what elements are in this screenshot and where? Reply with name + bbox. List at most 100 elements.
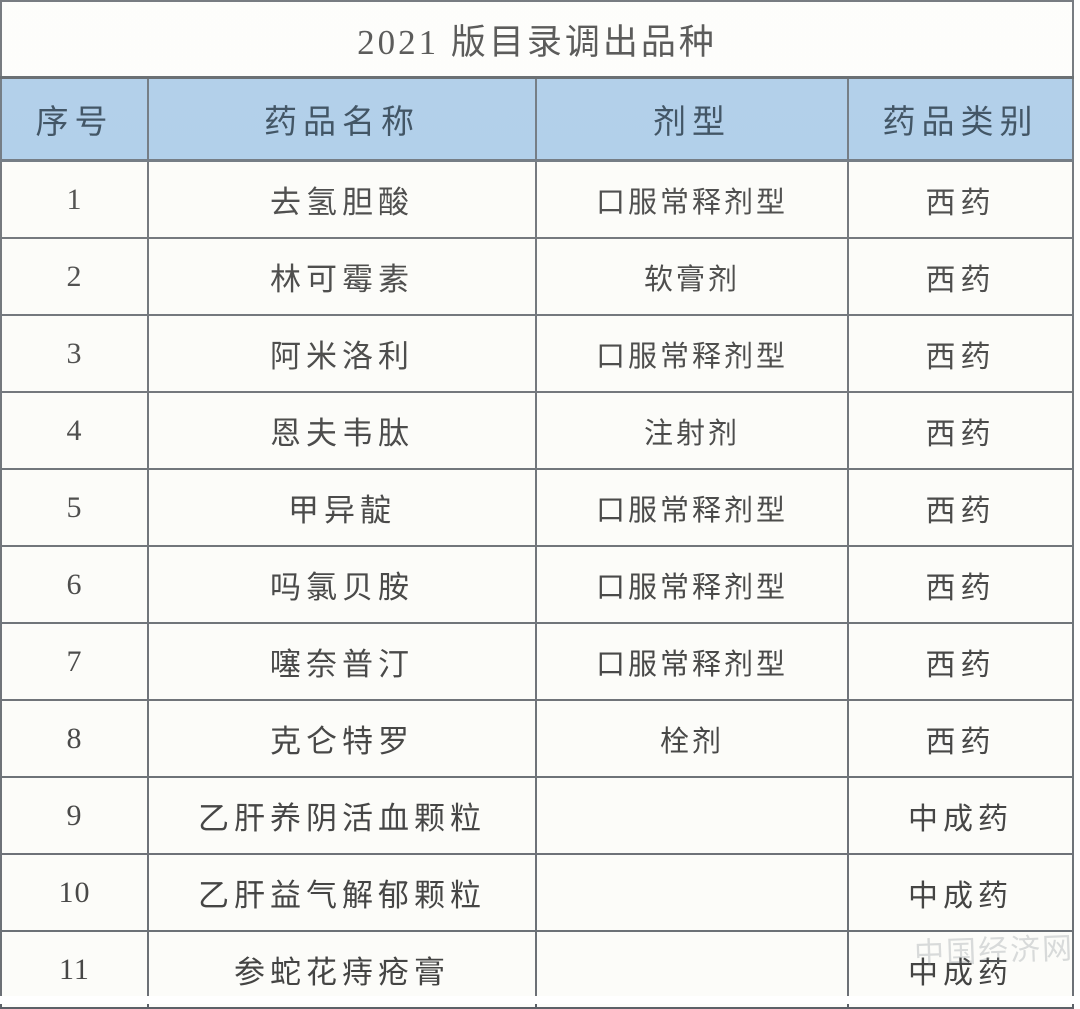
row-index-value: 4	[66, 413, 83, 447]
row-index-value: 7	[66, 644, 83, 678]
cell-category: 西药	[846, 314, 1075, 393]
table-row: 6 吗氯贝胺 口服常释剂型 西药	[0, 545, 1075, 624]
cell-category: 西药	[846, 237, 1075, 316]
drug-name-value: 吗氯贝胺	[270, 570, 414, 605]
table-title-row: 2021 版目录调出品种	[0, 0, 1075, 79]
dosage-form-value: 注射剂	[643, 417, 740, 450]
cell-name: 参蛇花痔疮膏	[147, 930, 537, 1009]
drug-category-value: 西药	[925, 417, 996, 451]
drug-category-value: 中成药	[908, 956, 1013, 990]
cell-form: 口服常释剂型	[535, 314, 849, 393]
cell-name: 恩夫韦肽	[147, 391, 537, 470]
cell-name: 吗氯贝胺	[147, 545, 537, 624]
table-row: 9 乙肝养阴活血颗粒 中成药	[0, 776, 1075, 855]
cell-no: 8	[0, 699, 149, 778]
cell-no: 10	[0, 853, 149, 932]
drug-name-value: 乙肝养阴活血颗粒	[198, 801, 486, 836]
table-row: 7 噻奈普汀 口服常释剂型 西药	[0, 622, 1075, 701]
cell-form: 栓剂	[535, 699, 849, 778]
cell-form: 口服常释剂型	[535, 159, 849, 239]
dosage-form-value: 软膏剂	[643, 263, 740, 296]
drug-category-value: 西药	[925, 494, 996, 528]
column-header-form: 剂型	[535, 76, 849, 162]
cell-form: 软膏剂	[535, 237, 849, 316]
dosage-form-value: 口服常释剂型	[595, 494, 788, 527]
column-header-name: 药品名称	[147, 76, 537, 162]
column-header-name-label: 药品名称	[264, 105, 420, 141]
cell-form: 口服常释剂型	[535, 468, 849, 547]
table-row: 4 恩夫韦肽 注射剂 西药	[0, 391, 1075, 470]
cell-name: 噻奈普汀	[147, 622, 537, 701]
column-header-category-label: 药品类别	[882, 105, 1039, 141]
column-header-no-label: 序号	[35, 105, 114, 141]
drug-name-value: 克仑特罗	[270, 724, 414, 759]
cell-category: 西药	[846, 159, 1075, 239]
drug-category-value: 西药	[925, 571, 996, 605]
cell-category: 西药	[846, 545, 1075, 624]
drug-category-value: 西药	[925, 725, 996, 759]
dosage-form-value: 口服常释剂型	[595, 186, 788, 219]
drug-name-value: 参蛇花痔疮膏	[234, 955, 450, 990]
page-title: 2021 版目录调出品种	[357, 22, 717, 62]
row-index-value: 5	[66, 490, 83, 524]
cell-no: 4	[0, 391, 149, 470]
drug-category-value: 中成药	[908, 879, 1013, 913]
cell-name: 去氢胆酸	[147, 159, 537, 239]
page-bottom-margin	[0, 996, 1080, 1004]
cell-form: 口服常释剂型	[535, 622, 849, 701]
cell-no: 7	[0, 622, 149, 701]
cell-no: 2	[0, 237, 149, 316]
cell-form	[535, 776, 849, 855]
cell-name: 乙肝益气解郁颗粒	[147, 853, 537, 932]
dosage-form-value: 口服常释剂型	[595, 571, 788, 604]
cell-no: 3	[0, 314, 149, 393]
cell-name: 甲异靛	[147, 468, 537, 547]
drug-category-value: 西药	[925, 263, 996, 297]
row-index-value: 1	[66, 182, 83, 216]
table-row: 5 甲异靛 口服常释剂型 西药	[0, 468, 1075, 547]
table-row: 3 阿米洛利 口服常释剂型 西药	[0, 314, 1075, 393]
column-header-category: 药品类别	[846, 76, 1075, 162]
cell-form	[535, 853, 849, 932]
drug-category-value: 中成药	[908, 802, 1013, 836]
cell-no: 5	[0, 468, 149, 547]
cell-name: 阿米洛利	[147, 314, 537, 393]
cell-category: 中成药	[846, 930, 1075, 1009]
cell-category: 西药	[846, 622, 1075, 701]
cell-category: 西药	[846, 699, 1075, 778]
cell-category: 中成药	[846, 853, 1075, 932]
cell-category: 西药	[846, 391, 1075, 470]
row-index-value: 2	[66, 259, 83, 293]
table-row: 1 去氢胆酸 口服常释剂型 西药	[0, 159, 1075, 239]
row-index-value: 11	[59, 952, 90, 986]
row-index-value: 3	[66, 336, 83, 370]
dosage-form-value: 栓剂	[659, 725, 724, 758]
cell-form: 注射剂	[535, 391, 849, 470]
table-row: 10 乙肝益气解郁颗粒 中成药	[0, 853, 1075, 932]
cell-no: 9	[0, 776, 149, 855]
drug-name-value: 甲异靛	[288, 493, 396, 528]
drug-name-value: 去氢胆酸	[270, 185, 414, 220]
drug-name-value: 阿米洛利	[270, 339, 414, 374]
row-index-value: 8	[66, 721, 83, 755]
cell-no: 11	[0, 930, 149, 1009]
drug-category-value: 西药	[925, 648, 996, 682]
dosage-form-value: 口服常释剂型	[595, 340, 788, 373]
drug-name-value: 恩夫韦肽	[270, 416, 414, 451]
cell-form: 口服常释剂型	[535, 545, 849, 624]
cell-name: 林可霉素	[147, 237, 537, 316]
table-row: 2 林可霉素 软膏剂 西药	[0, 237, 1075, 316]
drug-name-value: 噻奈普汀	[270, 647, 414, 682]
column-header-no: 序号	[0, 76, 149, 162]
column-header-form-label: 剂型	[653, 105, 731, 141]
drug-category-value: 西药	[925, 340, 996, 374]
table-row: 11 参蛇花痔疮膏 中成药	[0, 930, 1075, 1009]
row-index-value: 6	[66, 567, 83, 601]
drug-name-value: 林可霉素	[270, 262, 414, 297]
cell-no: 6	[0, 545, 149, 624]
cell-name: 乙肝养阴活血颗粒	[147, 776, 537, 855]
row-index-value: 9	[66, 798, 83, 832]
dosage-form-value: 口服常释剂型	[595, 648, 788, 681]
table-title-cell: 2021 版目录调出品种	[0, 0, 1075, 79]
